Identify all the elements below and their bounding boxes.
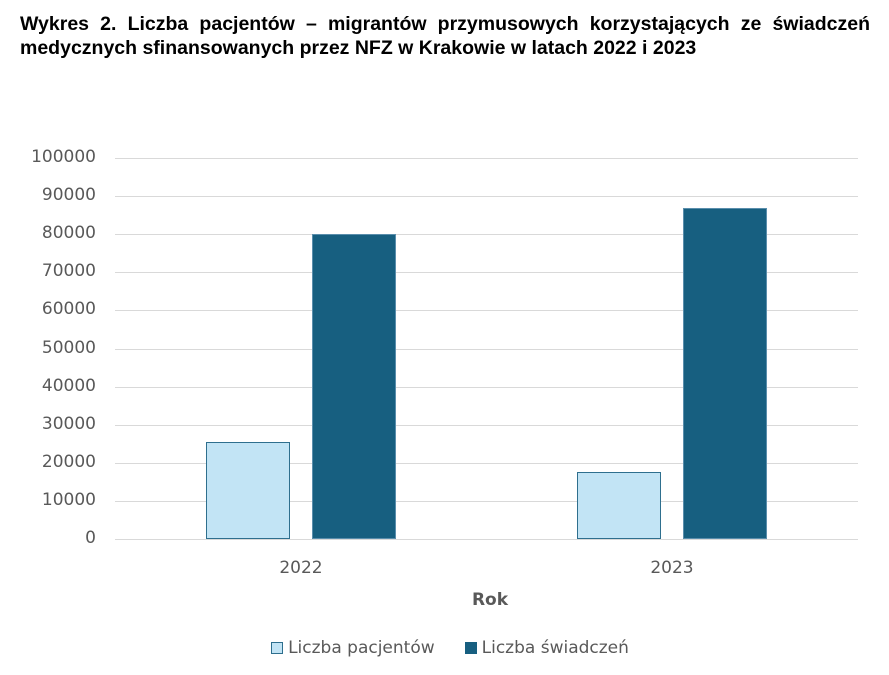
y-tick-label: 10000 (41, 490, 96, 510)
legend-swatch-icon (464, 642, 477, 654)
legend: Liczba pacjentów Liczba świadczeń (0, 638, 889, 658)
y-tick-label: 0 (85, 528, 96, 548)
gridline (115, 196, 858, 197)
y-tick-label: 40000 (41, 376, 96, 396)
chart-title: Wykres 2. Liczba pacjentów – migrantów p… (20, 13, 870, 59)
gridline (115, 501, 858, 502)
bar-2023-swiadczenia (683, 207, 767, 539)
y-tick-label: 100000 (31, 147, 96, 167)
gridline (115, 158, 858, 159)
y-tick-label: 80000 (41, 223, 96, 243)
legend-label: Liczba pacjentów (288, 638, 435, 658)
y-tick-label: 30000 (41, 414, 96, 434)
y-tick-label: 60000 (41, 299, 96, 319)
gridline (115, 425, 858, 426)
legend-item: Liczba świadczeń (464, 638, 629, 658)
gridline (115, 539, 858, 540)
y-tick-label: 20000 (41, 452, 96, 472)
bar-2023-pacjenci (577, 472, 661, 539)
y-tick-label: 70000 (41, 261, 96, 281)
gridline (115, 463, 858, 464)
legend-label: Liczba świadczeń (481, 638, 629, 658)
x-axis-label: Rok (471, 590, 509, 610)
legend-swatch-icon (271, 642, 284, 654)
gridline (115, 310, 858, 311)
bar-2022-swiadczenia (312, 234, 396, 539)
gridline (115, 349, 858, 350)
gridline (115, 272, 858, 273)
y-tick-label: 50000 (41, 338, 96, 358)
bar-2022-pacjenci (206, 442, 290, 539)
y-tick-label: 90000 (41, 185, 96, 205)
gridline (115, 387, 858, 388)
x-tick-label: 2022 (279, 558, 323, 578)
gridline (115, 234, 858, 235)
x-tick-label: 2023 (650, 558, 694, 578)
legend-item: Liczba pacjentów (271, 638, 435, 658)
